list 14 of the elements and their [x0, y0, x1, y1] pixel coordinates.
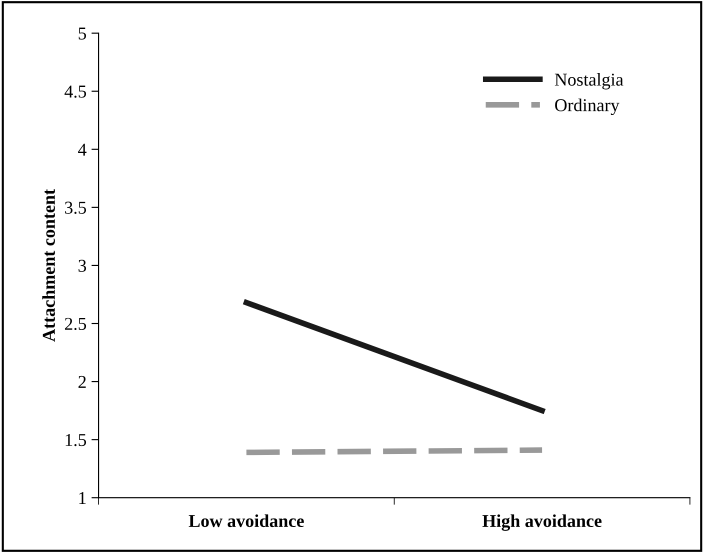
y-tick-label: 3 — [78, 260, 86, 272]
y-tick-label: 2 — [78, 376, 86, 388]
x-tick-label: Low avoidance — [188, 514, 304, 528]
y-tick-label: 4.5 — [64, 86, 86, 98]
y-tick-label: 5 — [78, 28, 86, 40]
legend-label: Nostalgia — [554, 73, 624, 90]
y-tick-label: 4 — [78, 144, 86, 156]
legend-label: Ordinary — [555, 98, 620, 116]
y-tick-label: 2.5 — [64, 318, 86, 330]
y-tick-label: 3.5 — [65, 202, 86, 214]
x-tick-label: High avoidance — [482, 514, 602, 531]
y-axis-title: Attachment content — [42, 189, 55, 342]
y-tick-label: 1.5 — [66, 434, 86, 446]
y-tick-label: 1 — [79, 492, 86, 504]
